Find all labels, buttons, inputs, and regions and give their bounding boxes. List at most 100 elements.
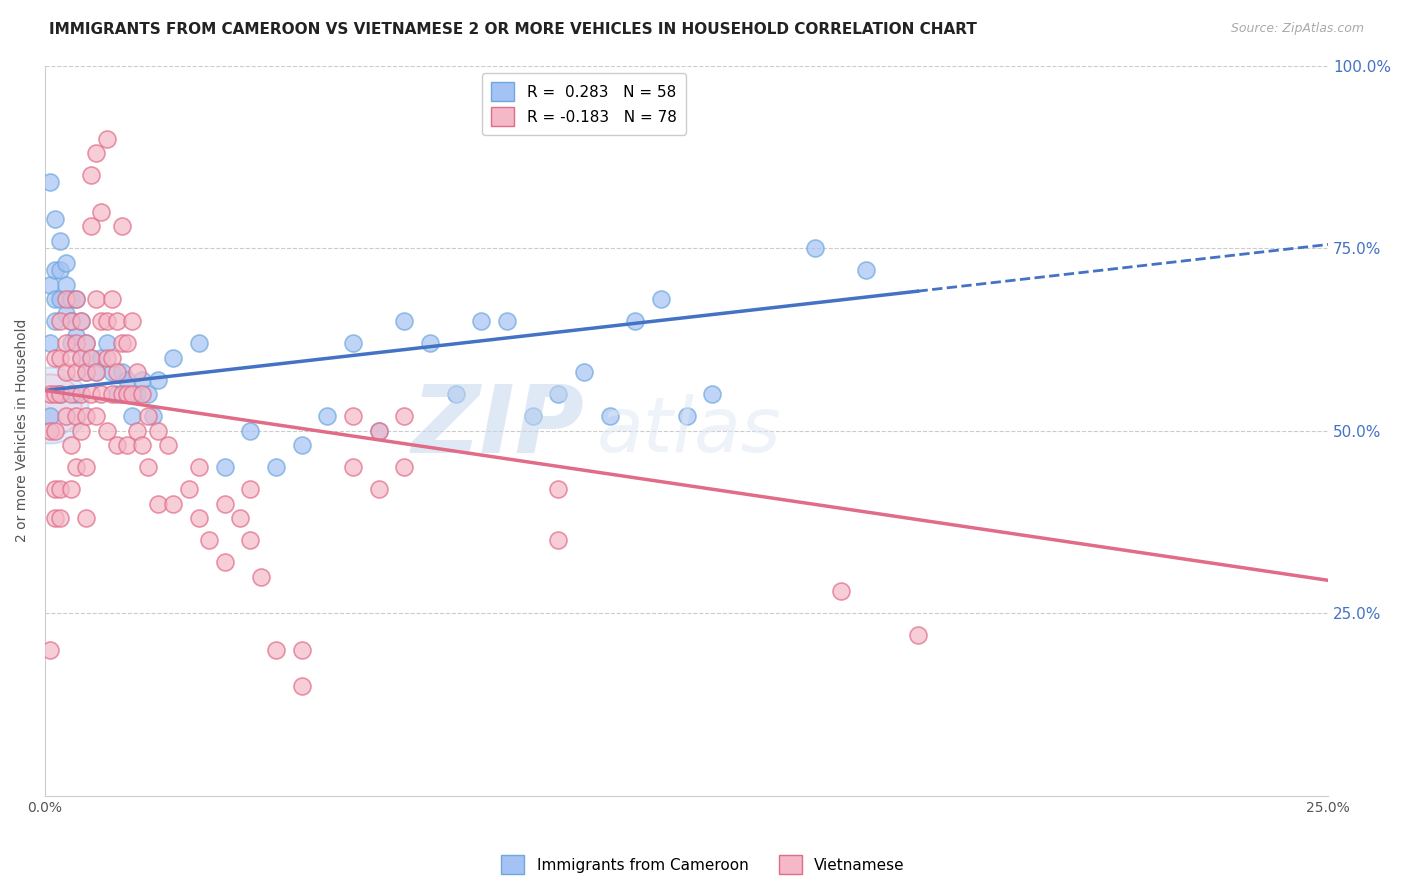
Point [100, 351, 122, 365]
Point [547, 482, 569, 496]
Point [75, 365, 97, 379]
Point [444, 387, 467, 401]
Point [65, 336, 87, 351]
Point [75, 336, 97, 351]
Point [70, 314, 93, 328]
Point [55, 292, 77, 306]
Point [115, 372, 138, 386]
Point [146, 424, 169, 438]
Point [49, 511, 72, 525]
Point [239, 482, 262, 496]
Point [59, 292, 82, 306]
Point [115, 336, 138, 351]
Point [55, 256, 77, 270]
Point [291, 438, 314, 452]
Point [188, 336, 211, 351]
Point [49, 387, 72, 401]
Point [55, 365, 77, 379]
Point [70, 314, 93, 328]
Point [44, 482, 66, 496]
Point [39, 424, 62, 438]
Point [907, 628, 929, 642]
Point [75, 511, 97, 525]
Point [70, 387, 93, 401]
Point [496, 314, 519, 328]
Point [249, 569, 271, 583]
Point [44, 292, 66, 306]
Point [96, 336, 118, 351]
Point [239, 533, 262, 548]
Point [100, 365, 122, 379]
Point [59, 351, 82, 365]
Point [59, 387, 82, 401]
Point [121, 314, 143, 328]
Point [59, 482, 82, 496]
Point [136, 387, 159, 401]
Point [214, 460, 236, 475]
Point [830, 584, 852, 599]
Point [80, 387, 103, 401]
Point [39, 398, 62, 412]
Point [90, 351, 112, 365]
Point [264, 460, 287, 475]
Point [547, 387, 569, 401]
Point [49, 387, 72, 401]
Point [49, 351, 72, 365]
Point [39, 398, 62, 412]
Point [70, 351, 93, 365]
Point [127, 424, 149, 438]
Point [100, 292, 122, 306]
Point [49, 314, 72, 328]
Point [49, 482, 72, 496]
Point [84, 409, 107, 423]
Point [65, 409, 87, 423]
Point [188, 511, 211, 525]
Point [157, 438, 180, 452]
Point [59, 438, 82, 452]
Point [198, 533, 221, 548]
Point [80, 219, 103, 234]
Point [75, 365, 97, 379]
Point [100, 387, 122, 401]
Point [105, 438, 128, 452]
Point [39, 176, 62, 190]
Point [367, 424, 389, 438]
Point [136, 409, 159, 423]
Point [49, 263, 72, 277]
Point [131, 387, 153, 401]
Y-axis label: 2 or more Vehicles in Household: 2 or more Vehicles in Household [15, 319, 30, 542]
Point [855, 263, 877, 277]
Point [177, 482, 200, 496]
Point [84, 292, 107, 306]
Point [96, 314, 118, 328]
Point [84, 365, 107, 379]
Point [316, 409, 339, 423]
Point [127, 365, 149, 379]
Point [675, 409, 697, 423]
Point [90, 387, 112, 401]
Point [96, 131, 118, 145]
Point [44, 351, 66, 365]
Point [84, 365, 107, 379]
Point [65, 387, 87, 401]
Point [44, 314, 66, 328]
Point [70, 351, 93, 365]
Point [146, 497, 169, 511]
Point [59, 314, 82, 328]
Point [39, 277, 62, 292]
Point [44, 211, 66, 226]
Point [80, 351, 103, 365]
Point [65, 292, 87, 306]
Point [470, 314, 492, 328]
Point [342, 460, 364, 475]
Point [44, 511, 66, 525]
Point [624, 314, 647, 328]
Point [39, 409, 62, 423]
Point [162, 351, 184, 365]
Point [80, 168, 103, 182]
Point [291, 642, 314, 657]
Point [75, 336, 97, 351]
Point [239, 424, 262, 438]
Point [96, 424, 118, 438]
Point [39, 642, 62, 657]
